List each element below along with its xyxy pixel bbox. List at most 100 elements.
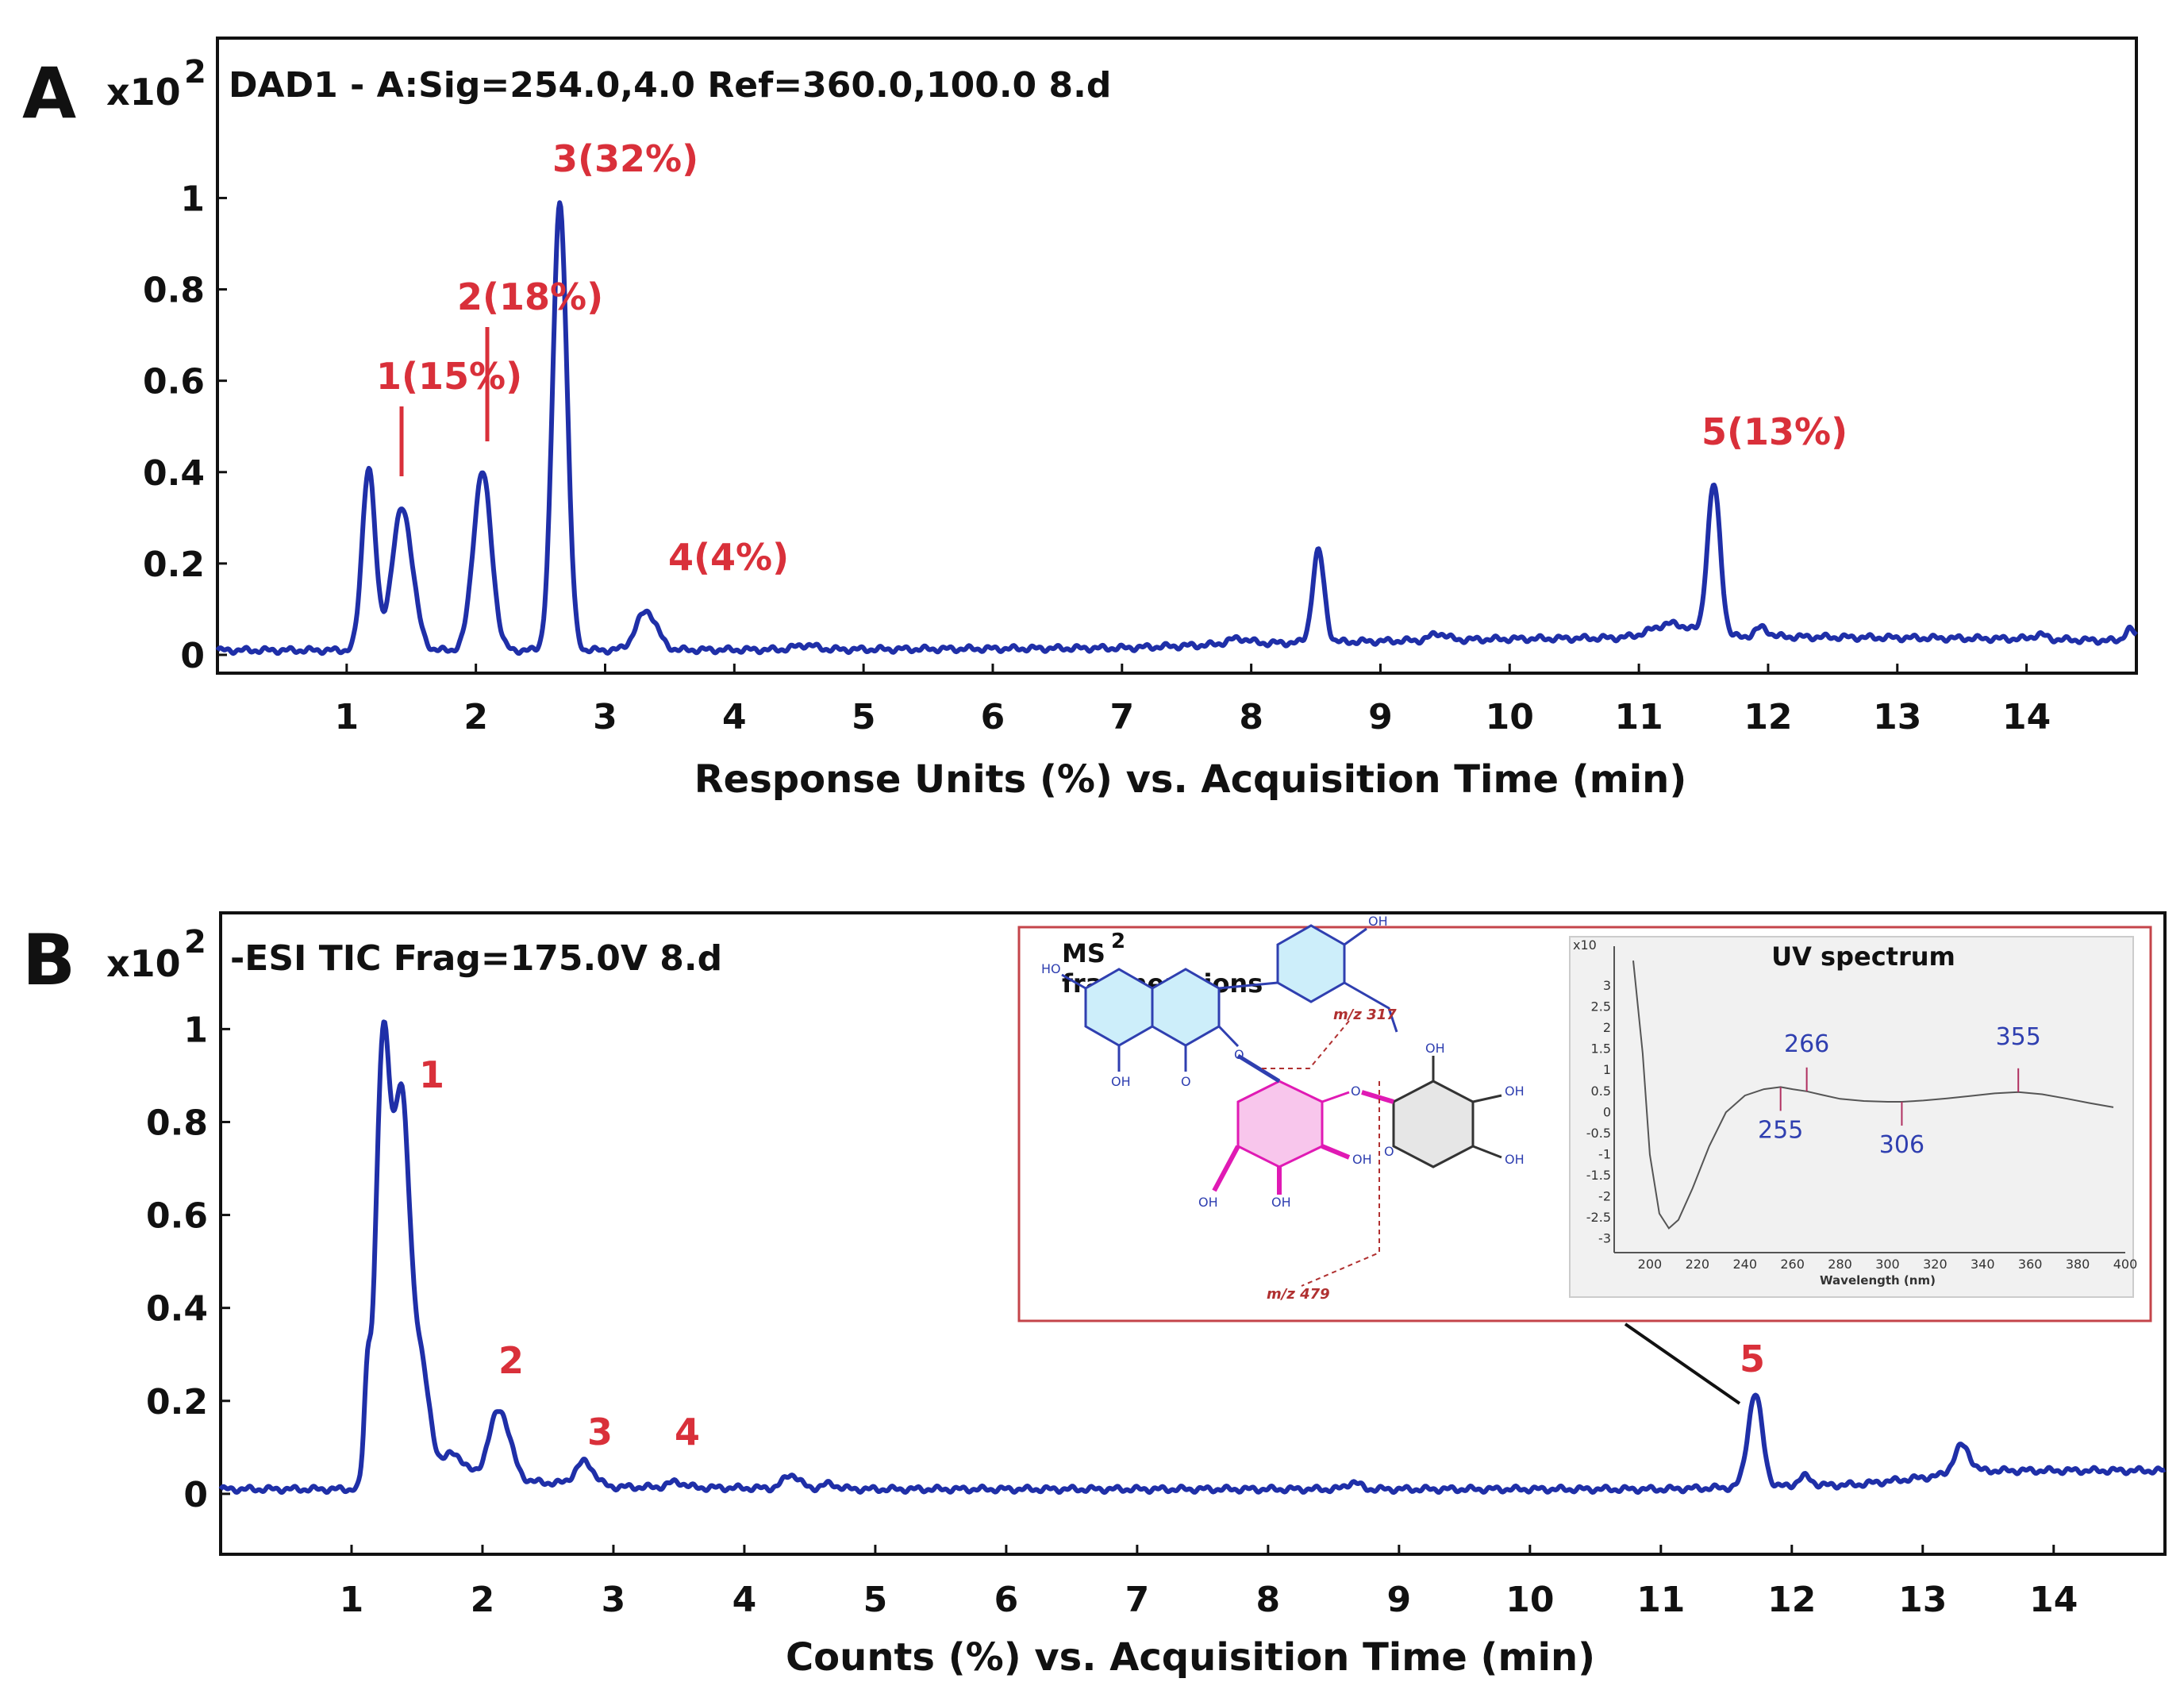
bond-b-ome bbox=[1344, 981, 1398, 1033]
panel-b-x-axis: 1 2 3 4 5 6 7 8 9 10 11 12 13 14 bbox=[340, 1545, 2078, 1620]
xyl-oh-bond-3 bbox=[1472, 1145, 1502, 1159]
ms2-structure: MS 2 fragment ions HO OH O O OH bbox=[1041, 914, 1525, 1303]
xyl-oh-bond-2 bbox=[1472, 1094, 1502, 1103]
x-tick-label: 14 bbox=[2029, 1580, 2078, 1620]
panel-a-title: DAD1 - A:Sig=254.0,4.0 Ref=360.0,100.0 8… bbox=[229, 65, 1111, 106]
inset-panel: MS 2 fragment ions HO OH O O OH bbox=[1017, 914, 2152, 1322]
panel-b-peak-labels: 1 2 3 4 5 bbox=[419, 1053, 1765, 1453]
y-tick-label: 0.4 bbox=[146, 1289, 208, 1330]
peak-label: 1(15%) bbox=[376, 355, 522, 398]
peak-label: 2(18%) bbox=[457, 275, 603, 318]
panel-letter-b: B bbox=[22, 919, 75, 1001]
glc-o-label: O bbox=[1351, 1084, 1361, 1099]
panel-a-x-axis: 1 2 3 4 5 6 7 8 9 10 11 12 13 14 bbox=[335, 664, 2051, 737]
y-tick-label: 0.2 bbox=[146, 1382, 208, 1422]
ho-label: HO bbox=[1041, 961, 1061, 976]
x-tick-label: 2 bbox=[471, 1580, 495, 1620]
x-tick-label: 9 bbox=[1387, 1580, 1412, 1620]
uv-trace bbox=[1632, 960, 2114, 1230]
uv-y-tick-label: 1 bbox=[1603, 1062, 1611, 1077]
uv-x-tick-label: 260 bbox=[1780, 1257, 1805, 1272]
bond-b-oh bbox=[1344, 927, 1367, 946]
y-tick-label: 0 bbox=[183, 1475, 208, 1515]
uv-x-tick-label: 320 bbox=[1923, 1257, 1948, 1272]
uv-peak-label: 266 bbox=[1784, 1030, 1829, 1058]
fragment-317-label: m/z 317 bbox=[1333, 1007, 1397, 1023]
uv-y-tick-label: -1.5 bbox=[1586, 1168, 1611, 1183]
uv-y-tick-label: -2.5 bbox=[1586, 1210, 1611, 1225]
uv-peak-label: 255 bbox=[1758, 1116, 1803, 1144]
peak-label: 3 bbox=[587, 1411, 613, 1453]
x-tick-label: 6 bbox=[994, 1580, 1019, 1620]
peak-label: 4(4%) bbox=[668, 536, 789, 579]
fragment-317-line bbox=[1262, 1020, 1350, 1069]
panel-b-plot-frame bbox=[219, 911, 2167, 1556]
uv-y-tick-label: 1.5 bbox=[1591, 1041, 1611, 1057]
uv-y-tick-label: -3 bbox=[1598, 1231, 1611, 1246]
xyl-link bbox=[1361, 1090, 1394, 1104]
glc-oh-2: OH bbox=[1271, 1195, 1291, 1210]
xyl-oh-3: OH bbox=[1505, 1152, 1525, 1167]
uv-y-tick-label: 2 bbox=[1603, 1020, 1611, 1035]
uv-y-tick-label: -1 bbox=[1598, 1146, 1611, 1161]
uv-x-tick-label: 400 bbox=[2113, 1257, 2138, 1272]
panel-b: B x10 2 -ESI TIC Frag=175.0V 8.d 0 0.2 0.4… bbox=[22, 911, 2167, 1680]
panel-letter-a: A bbox=[22, 52, 76, 134]
panel-b-y-axis: 0 0.2 0.4 0.6 0.8 1 bbox=[146, 1010, 230, 1515]
peak-label: 2 bbox=[498, 1339, 524, 1382]
x-tick-label: 9 bbox=[1368, 697, 1393, 737]
y-tick-label: 0.6 bbox=[146, 1196, 208, 1237]
y-tick-label: 0.6 bbox=[143, 362, 205, 402]
peak-label: 5(13%) bbox=[1701, 410, 1848, 453]
x-tick-label: 5 bbox=[863, 1580, 888, 1620]
bond-c-b bbox=[1218, 981, 1278, 990]
ms2-label-exponent: 2 bbox=[1111, 930, 1125, 953]
panel-a-scale: x10 bbox=[106, 71, 181, 114]
x-tick-label: 12 bbox=[1744, 697, 1792, 737]
y-tick-label: 0 bbox=[180, 636, 205, 676]
uv-x-ticks: 200 220 240 260 280 300 320 340 360 380 400 bbox=[1638, 1257, 2138, 1272]
panel-a: A x10 2 DAD1 - A:Sig=254.0,4.0 Ref=360.0… bbox=[22, 37, 2138, 802]
x-tick-label: 1 bbox=[340, 1580, 364, 1620]
x-tick-label: 10 bbox=[1486, 697, 1534, 737]
uv-y-tick-label: 2.5 bbox=[1591, 999, 1611, 1014]
uv-y-tick-label: -0.5 bbox=[1586, 1126, 1611, 1141]
chromatogram-trace bbox=[215, 200, 2138, 656]
panel-a-y-axis: 0 0.2 0.4 0.6 0.8 1 bbox=[143, 179, 227, 676]
uv-y-tick-label: -2 bbox=[1598, 1189, 1611, 1204]
uv-x-tick-label: 280 bbox=[1828, 1257, 1852, 1272]
glc-oh-3: OH bbox=[1352, 1152, 1372, 1167]
uv-peak-label: 306 bbox=[1879, 1131, 1924, 1159]
peak-label: 1 bbox=[419, 1053, 444, 1096]
uv-y-tick-label: 3 bbox=[1603, 978, 1611, 993]
uv-y-tick-label: 0.5 bbox=[1591, 1084, 1611, 1099]
panel-a-chromatogram bbox=[215, 200, 2138, 656]
x-tick-label: 4 bbox=[732, 1580, 757, 1620]
uv-x-tick-label: 200 bbox=[1638, 1257, 1663, 1272]
x-tick-label: 3 bbox=[602, 1580, 626, 1620]
ms2-label: MS bbox=[1062, 938, 1105, 968]
xyl-oh-2: OH bbox=[1505, 1084, 1525, 1099]
x-tick-label: 8 bbox=[1239, 697, 1263, 737]
uv-axis-scale: x10 bbox=[1573, 937, 1597, 953]
oh-label-5: OH bbox=[1111, 1074, 1131, 1089]
x-tick-label: 2 bbox=[463, 697, 488, 737]
peak-label: 3(32%) bbox=[552, 137, 698, 180]
uv-x-tick-label: 380 bbox=[2066, 1257, 2090, 1272]
uv-x-axis-label: Wavelength (nm) bbox=[1820, 1273, 1936, 1288]
x-tick-label: 8 bbox=[1256, 1580, 1281, 1620]
uv-x-tick-label: 360 bbox=[2018, 1257, 2043, 1272]
y-tick-label: 1 bbox=[180, 179, 205, 219]
glycosidic-bond-2 bbox=[1321, 1091, 1350, 1103]
xyl-o-label: O bbox=[1384, 1144, 1394, 1159]
peak-label: 5 bbox=[1740, 1338, 1765, 1380]
bond-ho-7 bbox=[1061, 973, 1086, 990]
y-tick-label: 0.8 bbox=[146, 1103, 208, 1143]
panel-b-chromatogram bbox=[218, 1019, 2167, 1496]
panel-b-scale-exponent: 2 bbox=[184, 924, 206, 960]
glycosidic-bond-1 bbox=[1236, 1053, 1281, 1084]
bond-c3-o bbox=[1217, 1025, 1240, 1048]
x-tick-label: 11 bbox=[1614, 697, 1663, 737]
uv-x-tick-label: 340 bbox=[1971, 1257, 1995, 1272]
